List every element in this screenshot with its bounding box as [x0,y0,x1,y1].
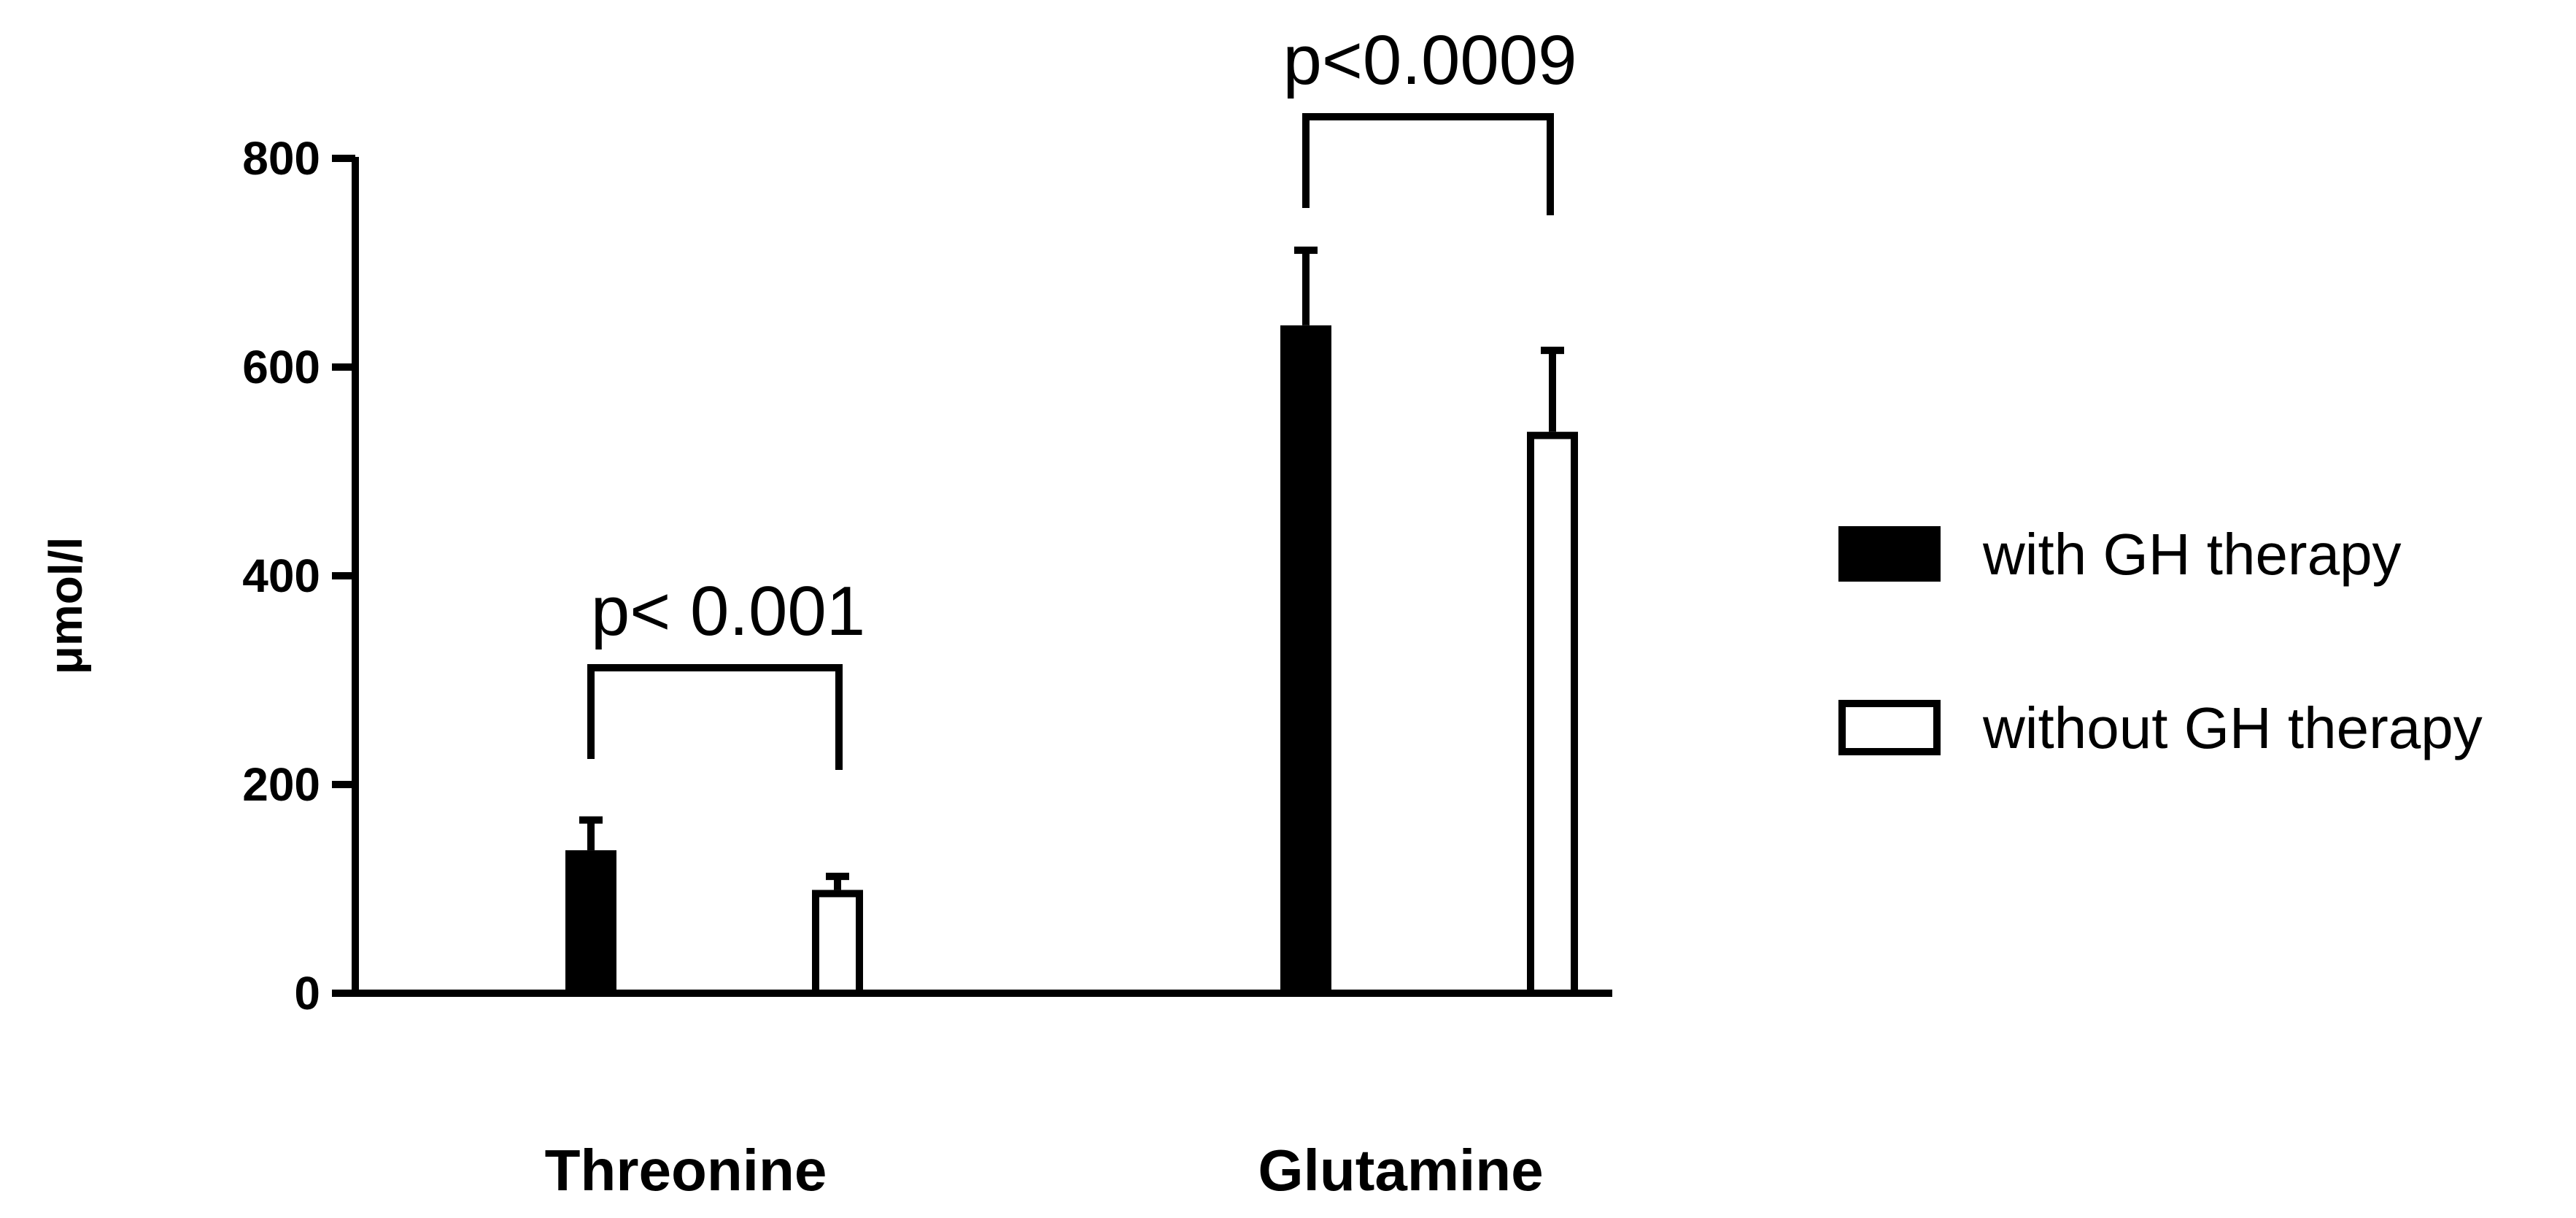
legend: with GH therapy without GH therapy [1838,522,2483,760]
y-tick-label: 400 [242,550,320,602]
axes: 0 200 400 600 800 [242,132,1612,1020]
y-tick-label: 800 [242,132,320,185]
y-axis-title: μmol/l [39,537,92,675]
bar [1280,325,1331,993]
significance-annotations: p< 0.001 p<0.0009 [587,21,1577,770]
y-tick-label: 0 [294,967,320,1020]
legend-label: without GH therapy [1982,695,2483,760]
x-category-label: Threonine [545,1138,827,1203]
y-tick-label: 600 [242,341,320,393]
bars: Threonine Glutamine [545,246,1578,1203]
y-tick-label: 200 [242,758,320,811]
bar [812,890,863,998]
significance-bracket [587,664,843,770]
legend-label: with GH therapy [1982,522,2402,587]
p-value-label: p<0.0009 [1283,21,1577,99]
p-value-label: p< 0.001 [591,572,865,650]
bar [1527,431,1578,997]
legend-swatch-solid [1838,526,1941,582]
legend-swatch-hollow [1838,700,1941,755]
significance-bracket [1302,113,1554,215]
x-category-label: Glutamine [1258,1138,1543,1203]
bar [565,850,616,993]
